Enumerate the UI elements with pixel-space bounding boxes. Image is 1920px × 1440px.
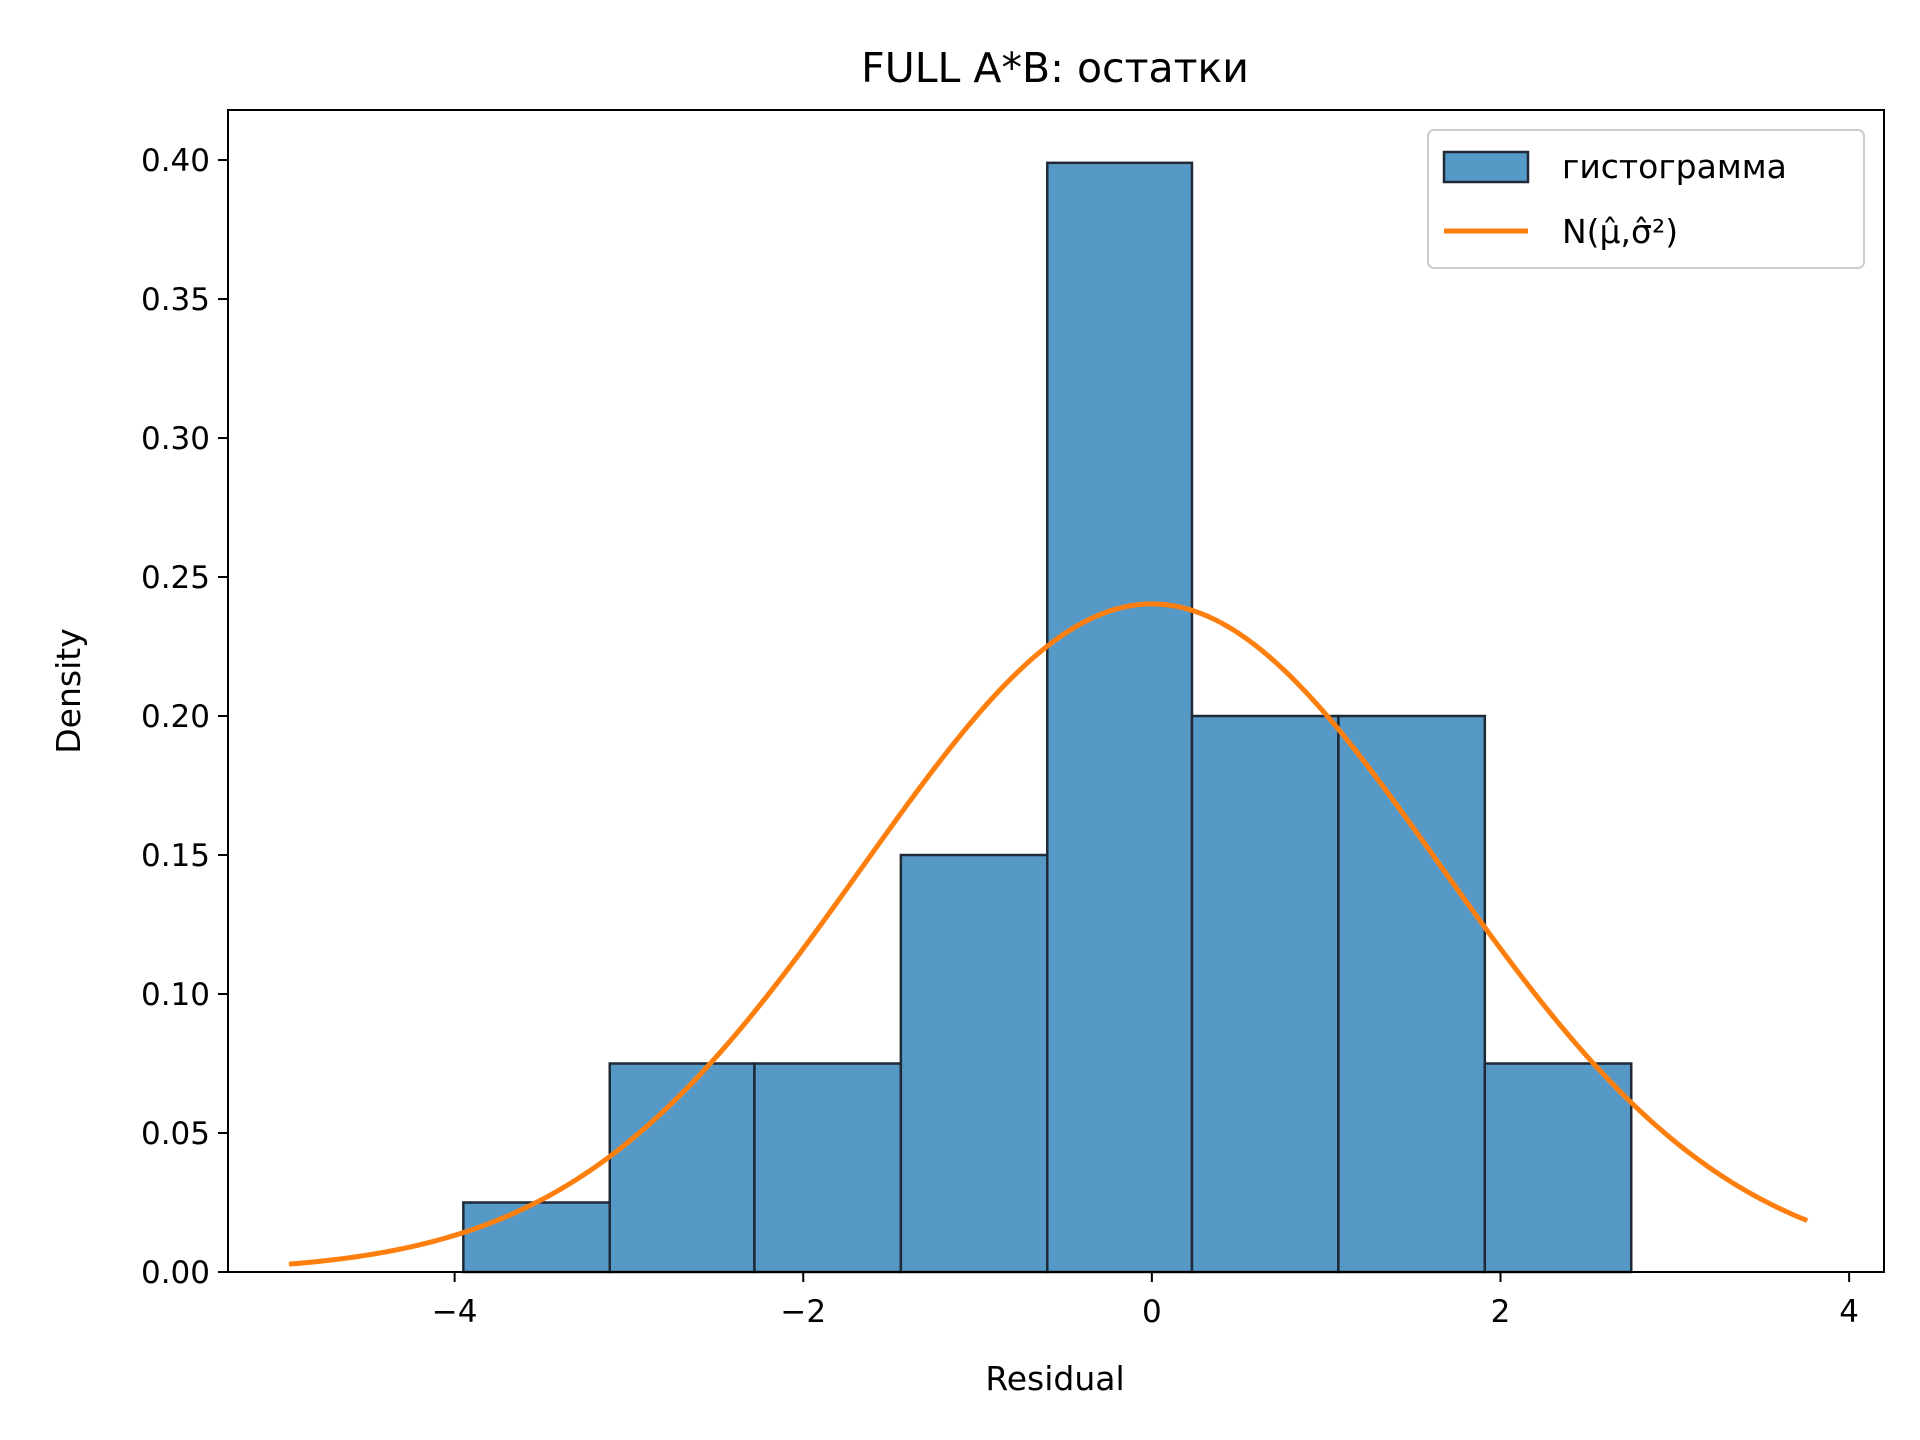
plot-frame [227, 109, 1885, 1273]
normal-curve-group [288, 601, 1809, 1267]
y-tick-label: 0.30 [141, 421, 210, 457]
y-tick-label: 0.15 [141, 838, 210, 874]
y-tick-label: 0.05 [141, 1116, 210, 1152]
chart-title: FULL A*B: остатки [861, 44, 1249, 92]
x-tick-label: −4 [432, 1294, 478, 1330]
y-axis-title: Density [49, 628, 88, 753]
x-tick-label: −2 [780, 1294, 826, 1330]
y-tick-label: 0.35 [141, 282, 210, 318]
y-tick-label: 0.00 [141, 1255, 210, 1291]
legend-frame [1427, 129, 1865, 269]
y-tick-label: 0.20 [141, 699, 210, 735]
histogram-bar [1483, 1062, 1633, 1274]
legend-label-normal-curve: N(μ̂,σ̂²) [1562, 212, 1678, 251]
legend-swatch-histogram [1442, 150, 1530, 184]
histogram-bar [899, 853, 1049, 1274]
normal-curve-line [288, 601, 1809, 1267]
histogram-bar [1046, 161, 1194, 1274]
x-tick-label: 2 [1491, 1294, 1511, 1330]
y-tick-label: 0.10 [141, 977, 210, 1013]
y-tick-label: 0.40 [141, 143, 210, 179]
y-axis-ticks: 0.00 0.05 0.10 0.15 0.20 0.25 0.30 0.35 0.40 [141, 143, 228, 1291]
histogram-bar [462, 1201, 612, 1274]
legend-label-histogram: гистограмма [1562, 147, 1787, 186]
x-tick-label: 0 [1142, 1294, 1162, 1330]
histogram-bar [753, 1062, 903, 1274]
y-tick-label: 0.25 [141, 560, 210, 596]
histogram-bar [1190, 714, 1340, 1274]
x-tick-label: 4 [1839, 1294, 1859, 1330]
x-axis-title: Residual [985, 1359, 1124, 1398]
histogram-bars [462, 161, 1633, 1274]
legend: гистограмма N(μ̂,σ̂²) [1427, 129, 1865, 269]
x-axis-ticks: −4 −2 0 2 4 [432, 1272, 1859, 1330]
histogram-bar [1337, 714, 1487, 1274]
histogram-bar [608, 1062, 756, 1274]
